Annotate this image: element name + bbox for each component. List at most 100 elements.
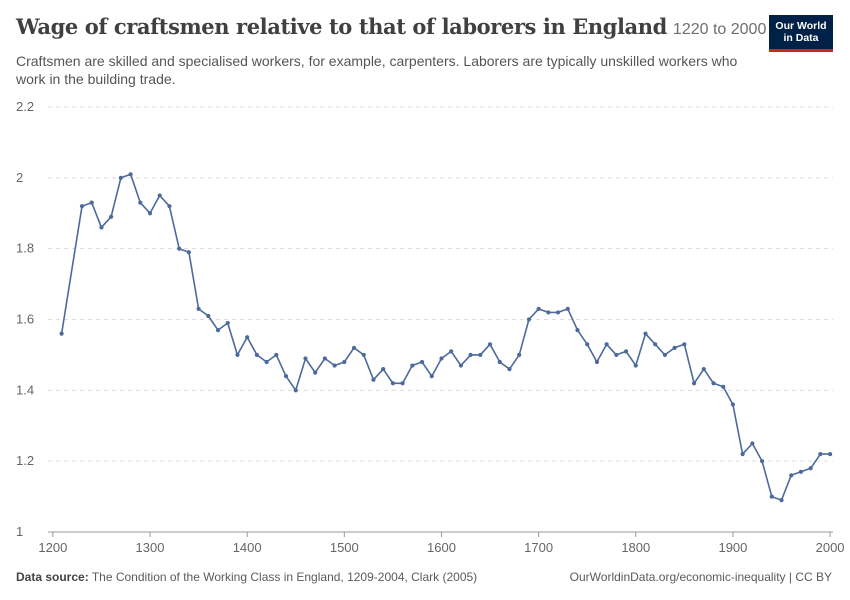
- data-point: [410, 363, 415, 368]
- data-point: [371, 377, 376, 382]
- y-tick-label: 1.8: [16, 241, 34, 256]
- data-point: [264, 359, 269, 365]
- x-tick-label: 1900: [718, 540, 747, 555]
- data-point: [303, 356, 308, 361]
- data-point: [99, 225, 104, 230]
- data-point: [322, 356, 327, 361]
- x-tick-label: 2000: [816, 540, 845, 555]
- x-tick-label: 1400: [233, 540, 262, 555]
- data-point: [157, 193, 162, 198]
- data-source-text[interactable]: The Condition of the Working Class in En…: [91, 570, 478, 584]
- data-point: [536, 306, 541, 311]
- data-point: [390, 381, 395, 386]
- data-point: [478, 352, 483, 358]
- data-point: [177, 246, 182, 251]
- data-point: [750, 441, 755, 446]
- data-point: [769, 494, 774, 499]
- data-point: [332, 363, 337, 368]
- x-tick-label: 1800: [621, 540, 650, 555]
- data-point: [147, 211, 153, 216]
- data-point: [351, 345, 357, 350]
- data-point: [458, 363, 464, 368]
- data-point: [818, 451, 823, 457]
- data-point: [585, 342, 590, 347]
- data-point: [526, 317, 532, 322]
- data-point: [186, 250, 191, 255]
- data-point: [167, 204, 172, 209]
- x-tick-label: 1300: [136, 540, 165, 555]
- data-point: [138, 200, 143, 205]
- data-point: [546, 310, 551, 315]
- x-tick-label: 1600: [427, 540, 456, 555]
- data-point: [575, 328, 580, 333]
- data-point: [740, 451, 745, 457]
- data-point: [653, 342, 658, 347]
- data-point: [59, 331, 64, 336]
- data-point: [779, 498, 784, 503]
- data-point: [400, 381, 405, 386]
- data-point: [701, 366, 706, 372]
- data-point: [691, 381, 697, 386]
- data-point: [614, 352, 619, 358]
- y-tick-label: 1.6: [16, 312, 34, 327]
- data-point: [623, 349, 629, 354]
- data-point: [381, 366, 386, 372]
- logo-line-1: Our World: [775, 20, 827, 32]
- data-point: [293, 388, 298, 393]
- y-tick-label: 2: [16, 170, 23, 185]
- data-point: [274, 352, 279, 358]
- data-point: [507, 366, 512, 372]
- data-point: [361, 352, 366, 358]
- data-point: [283, 374, 289, 379]
- url-license[interactable]: OurWorldinData.org/economic-inequality |…: [569, 570, 832, 584]
- data-point: [633, 363, 638, 368]
- data-point: [235, 352, 240, 358]
- data-point: [682, 342, 687, 347]
- data-source-label: Data source:: [16, 570, 89, 584]
- y-tick-label: 1.2: [16, 453, 34, 468]
- data-point: [439, 356, 444, 361]
- data-point: [711, 381, 716, 386]
- data-point: [89, 200, 94, 205]
- owid-logo[interactable]: Our World in Data: [769, 15, 833, 52]
- y-tick-label: 1.4: [16, 382, 34, 397]
- chart-title: Wage of craftsmen relative to that of la…: [16, 14, 667, 39]
- data-point: [225, 320, 230, 326]
- data-point: [789, 473, 794, 478]
- data-point: [206, 313, 211, 319]
- logo-line-2: in Data: [783, 32, 819, 44]
- data-point: [254, 352, 259, 358]
- data-point: [79, 204, 85, 209]
- data-point: [594, 359, 600, 365]
- date-range: 1220 to 2000: [672, 21, 767, 38]
- data-point: [730, 402, 736, 407]
- data-point: [604, 342, 609, 347]
- data-point: [245, 335, 250, 340]
- x-tick-label: 1700: [524, 540, 553, 555]
- data-point: [721, 384, 726, 389]
- x-tick-label: 1500: [330, 540, 359, 555]
- data-point: [517, 352, 522, 358]
- data-point: [497, 359, 502, 365]
- chart-header: Wage of craftsmen relative to that of la…: [16, 14, 766, 39]
- chart-subtitle: Craftsmen are skilled and specialised wo…: [16, 53, 738, 87]
- y-tick-label: 1: [16, 524, 23, 539]
- data-point: [215, 328, 221, 333]
- data-point: [419, 359, 425, 365]
- data-point: [313, 370, 318, 375]
- x-tick-label: 1200: [38, 540, 67, 555]
- data-point: [808, 466, 813, 471]
- data-point: [827, 451, 833, 457]
- data-point: [555, 310, 561, 315]
- data-point: [798, 469, 804, 474]
- data-point: [109, 214, 114, 219]
- data-point: [449, 349, 454, 354]
- data-point: [118, 175, 123, 180]
- data-point: [565, 306, 570, 311]
- y-tick-label: 2.2: [16, 99, 34, 114]
- data-point: [672, 345, 677, 350]
- data-point: [196, 306, 201, 311]
- data-point: [662, 352, 668, 358]
- data-point: [342, 359, 347, 365]
